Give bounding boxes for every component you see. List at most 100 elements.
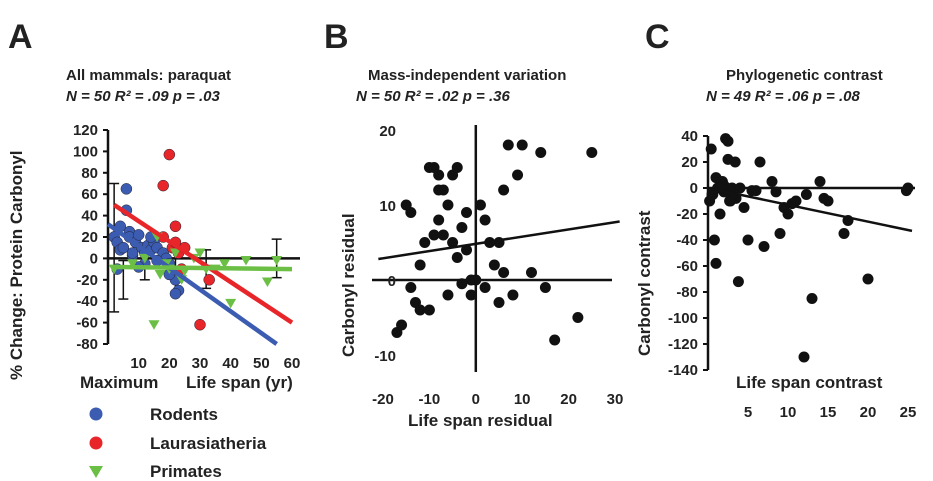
panel-a-xtick-label: 40	[222, 355, 239, 372]
panel-b-point	[474, 199, 486, 211]
panel-a-point-rodents	[132, 229, 145, 241]
panel-c-stats: N = 49 R² = .06 p = .08	[706, 88, 860, 105]
legend-label-laurasiatheria: Laurasiatheria	[150, 434, 267, 453]
panel-a-point-primates	[240, 256, 252, 266]
panel-c-point	[902, 182, 914, 194]
panel-b-point	[488, 259, 500, 271]
panel-c-point	[782, 208, 794, 220]
panel-b-point	[535, 147, 547, 158]
panel-b-point	[442, 199, 454, 211]
panel-b-point	[498, 184, 510, 196]
panel-a-ytick-label: -20	[76, 272, 98, 289]
panel-b-point	[414, 259, 426, 271]
panel-a-point-primates	[127, 259, 139, 269]
panel-b-ytick-label: -10	[374, 348, 396, 365]
panel-b-point	[456, 278, 468, 290]
panel-c-point	[706, 189, 718, 200]
panel-a-point-primates	[225, 298, 237, 309]
panel-c-ytick-label: -20	[676, 206, 698, 223]
panel-b-point	[498, 267, 510, 278]
panel-a-plot: 120 100 80 60 40 20 0 -20 -40 -60 -80 10 20 30 40 50 60	[73, 122, 300, 372]
panel-b-xtick-label: 30	[607, 391, 624, 408]
panel-letter-b: B	[324, 18, 349, 56]
panel-a-point-rodents	[169, 287, 182, 300]
panel-c-point	[754, 156, 766, 168]
panel-a-ytick-label: 20	[81, 229, 98, 246]
panel-b-fit-line	[378, 220, 620, 261]
panel-b-point	[405, 282, 417, 293]
panel-c-point	[732, 276, 744, 288]
panel-b-xtick-label: 0	[472, 391, 480, 408]
panel-a-fit-rodents	[106, 222, 278, 346]
panel-c-point	[798, 351, 810, 363]
panel-b-point	[451, 162, 463, 173]
panel-a-point-primates	[194, 248, 206, 259]
panel-c-point	[766, 176, 778, 187]
panel-b-point	[396, 319, 408, 331]
panel-letter-a: A	[8, 18, 33, 56]
panel-c-point	[822, 195, 834, 207]
panel-a-ytick-label: -80	[76, 336, 98, 353]
panel-b-point	[433, 184, 445, 196]
panel-a-point-primates	[169, 248, 181, 259]
panel-c-xtick-label: 25	[900, 404, 917, 421]
panel-c-xtick-label: 15	[820, 404, 837, 421]
panel-b-xtick-label: -20	[372, 391, 394, 408]
panel-a-point-primates	[271, 256, 283, 266]
panel-a-ylabel: % Change: Protein Carbonyl	[7, 150, 26, 380]
panel-c-point	[724, 195, 736, 207]
panel-b-point	[414, 304, 426, 316]
panel-a-point-primates	[154, 269, 166, 280]
panel-c-point	[734, 182, 746, 194]
panel-b-point	[423, 304, 435, 316]
panel-c-point	[838, 228, 850, 239]
panel-c-ytick-label: -80	[676, 284, 698, 301]
panel-a-point-laurasiatheria	[157, 179, 169, 192]
panel-a-ytick-label: 120	[73, 122, 98, 139]
panel-a-point-laurasiatheria	[194, 318, 206, 331]
panel-a-point-primates	[261, 277, 273, 287]
panel-a-point-primates	[139, 253, 151, 264]
panel-c-point	[770, 186, 782, 198]
panel-letter-c: C	[645, 18, 670, 56]
panel-c-point	[708, 234, 720, 246]
panel-c-point	[774, 228, 786, 239]
panel-a-point-rodents	[117, 241, 130, 254]
panel-a-title: All mammals: paraquat	[66, 67, 231, 84]
panel-a-xtick-label: 60	[284, 355, 301, 372]
panel-c-point	[729, 156, 741, 168]
legend-marker-rodents	[89, 407, 103, 421]
panel-a-fit-primates	[114, 264, 293, 272]
panel-c-ylabel: Carbonyl contrast	[635, 210, 654, 356]
panel-c-point	[710, 257, 722, 269]
panel-b-point	[447, 237, 459, 248]
panel-b-point	[419, 237, 431, 248]
panel-b-plot: 20 10 0 -10 -20 -10 0 10 20 30	[372, 123, 623, 408]
legend: Rodents Laurasiatheria Primates	[89, 405, 267, 481]
panel-c-ytick-label: 20	[681, 154, 698, 171]
panel-c-point	[814, 176, 826, 187]
panel-c-point	[758, 241, 770, 252]
panel-b-point	[479, 214, 491, 226]
panel-b-point	[442, 289, 454, 301]
panel-c-ytick-label: -40	[676, 232, 698, 249]
panel-a-point-rodents	[126, 247, 139, 259]
panel-c-ytick-label: 0	[690, 180, 698, 197]
panel-b-point	[405, 207, 417, 218]
panel-b-point	[433, 169, 445, 181]
panel-a-point-rodents	[120, 183, 133, 195]
panel-b-point	[586, 147, 598, 158]
panel-b-point	[461, 244, 473, 256]
panel-b-point	[507, 289, 519, 301]
panel-b-ytick-label: 20	[379, 123, 396, 140]
panel-a-stats: N = 50 R² = .09 p = .03	[66, 88, 220, 105]
panel-c-xlabel: Life span contrast	[736, 373, 883, 392]
panel-c-xtick-label: 5	[744, 404, 752, 421]
panel-a-point-primates	[148, 320, 160, 330]
panel-c-xtick-label: 20	[860, 404, 877, 421]
panel-c-point	[862, 273, 874, 285]
panel-a-fit-laurasiatheria	[112, 203, 294, 325]
panel-b-point	[433, 214, 445, 226]
panel-a-ytick-label: -40	[76, 293, 98, 310]
panel-a-ytick-label: 80	[81, 165, 98, 182]
